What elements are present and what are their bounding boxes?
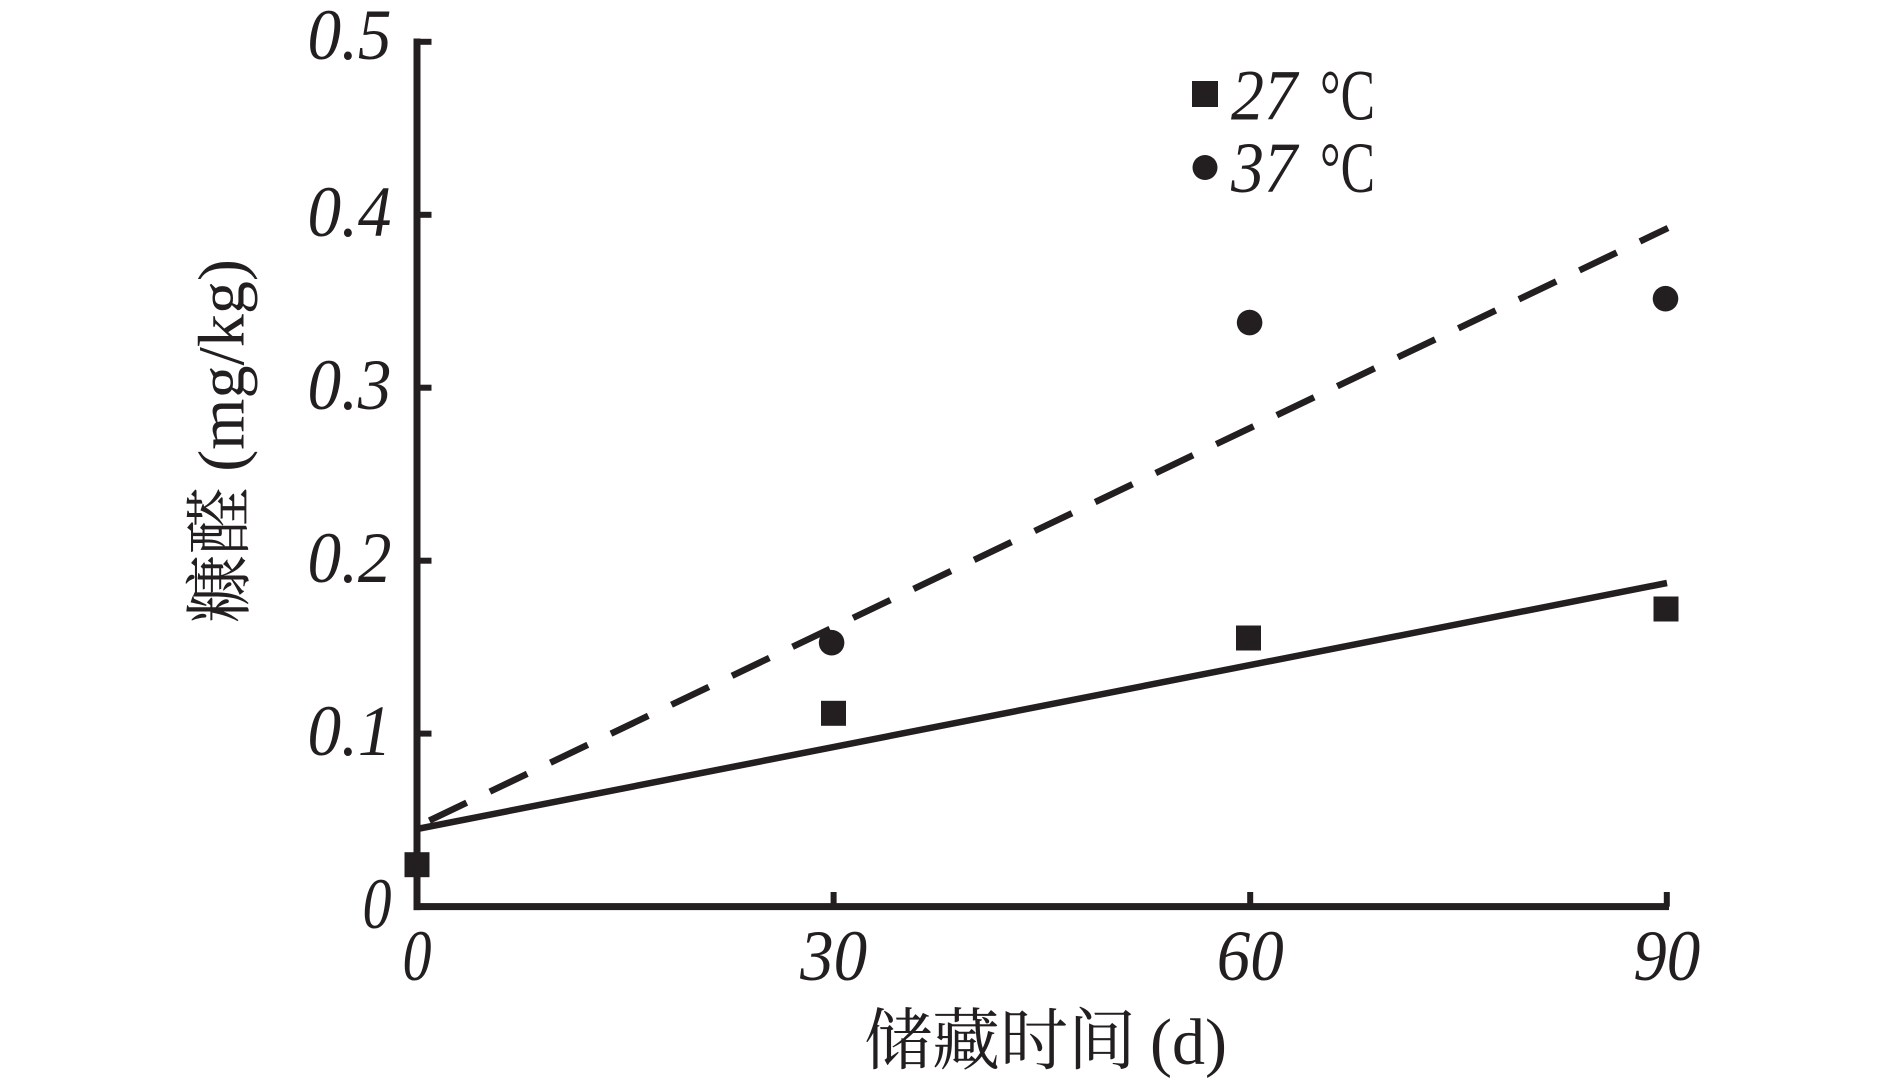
svg-text:37: 37 [1230,128,1300,208]
svg-text:0.2: 0.2 [308,518,392,598]
svg-text:30: 30 [799,916,867,996]
svg-text:0.3: 0.3 [308,345,392,425]
svg-text:60: 60 [1217,916,1284,996]
svg-text:0.5: 0.5 [308,0,392,75]
svg-text:°C: °C [1320,128,1375,208]
svg-text:(d): (d) [1150,1006,1227,1079]
svg-text:90: 90 [1633,916,1700,996]
svg-text:°C: °C [1320,56,1375,136]
svg-text:0: 0 [403,916,432,996]
svg-text:(mg/kg): (mg/kg) [185,259,258,472]
svg-text:0.1: 0.1 [308,691,392,771]
svg-text:0: 0 [363,864,392,944]
svg-text:0.4: 0.4 [308,172,392,252]
svg-text:27: 27 [1231,56,1300,136]
